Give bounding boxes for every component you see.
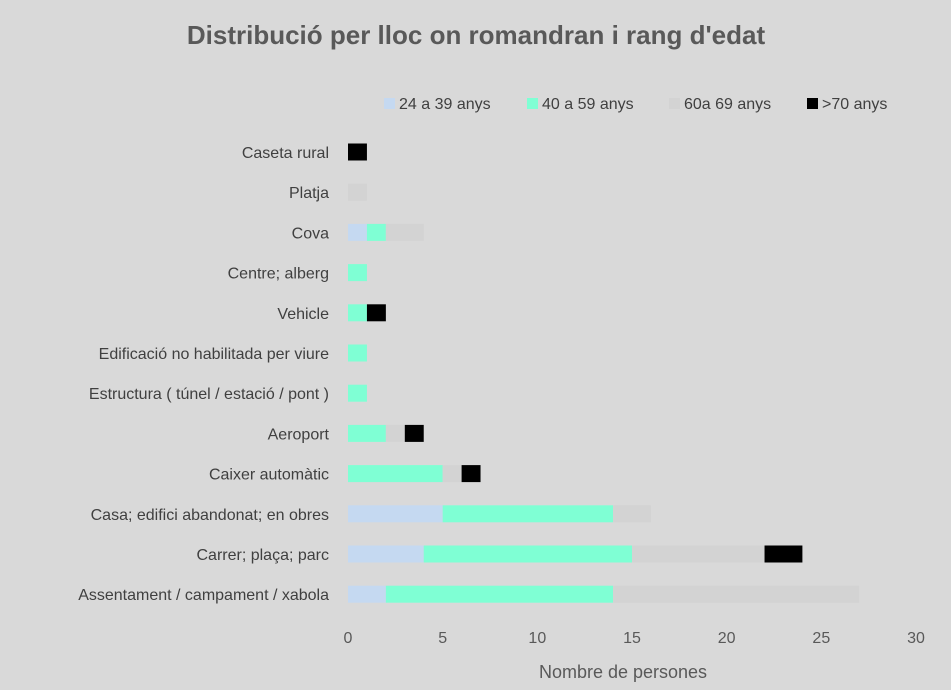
- category-label: Estructura ( túnel / estació / pont ): [89, 386, 329, 403]
- x-axis-ticks: 0 5 10 15 20 25 30: [344, 630, 925, 647]
- category-label: Casa; edifici abandonat; en obres: [91, 507, 329, 524]
- category-label: Cova: [292, 225, 329, 242]
- bar-segment: [348, 465, 443, 483]
- bar-segment: [385, 424, 405, 442]
- bar-segment: [385, 223, 424, 241]
- category-label: Aeroport: [268, 426, 330, 443]
- x-axis-title: Nombre de persones: [539, 662, 707, 682]
- category-label: Vehicle: [277, 306, 329, 323]
- bars: [348, 143, 860, 603]
- bar-segment: [348, 384, 367, 402]
- bar-segment: [613, 505, 651, 523]
- bar-segment: [348, 344, 367, 362]
- bar-segment: [442, 505, 614, 523]
- legend-label: >70 anys: [822, 96, 887, 113]
- bar-segment: [348, 424, 386, 442]
- x-tick-label: 25: [812, 630, 830, 647]
- x-tick-label: 5: [438, 630, 447, 647]
- legend-swatch: [527, 98, 538, 109]
- bar-segment: [613, 585, 860, 603]
- bar-segment: [632, 545, 765, 563]
- bar-segment: [348, 545, 424, 563]
- category-label: Caseta rural: [242, 145, 329, 162]
- x-tick-label: 30: [907, 630, 925, 647]
- category-label: Assentament / campament / xabola: [78, 587, 329, 604]
- category-label: Edificació no habilitada per viure: [99, 346, 329, 363]
- legend-label: 24 a 39 anys: [399, 96, 491, 113]
- category-labels: Caseta rural Platja Cova Centre; alberg Vehi…: [78, 145, 329, 604]
- legend-swatch: [669, 98, 680, 109]
- x-tick-label: 10: [528, 630, 546, 647]
- bar-segment: [764, 545, 803, 563]
- bar-segment: [366, 304, 386, 322]
- legend: 24 a 39 anys 40 a 59 anys 60a 69 anys >70 a…: [384, 96, 887, 113]
- x-tick-label: 15: [623, 630, 641, 647]
- category-label: Carrer; plaça; parc: [197, 547, 330, 564]
- bar-segment: [348, 183, 367, 201]
- legend-label: 60a 69 anys: [684, 96, 771, 113]
- category-label: Platja: [289, 185, 329, 202]
- bar-segment: [423, 545, 632, 563]
- legend-swatch: [384, 98, 395, 109]
- bar-segment: [404, 424, 424, 442]
- chart-title: Distribució per lloc on romandran i rang…: [187, 20, 766, 50]
- bar-segment: [348, 505, 443, 523]
- legend-swatch: [807, 98, 818, 109]
- legend-label: 40 a 59 anys: [542, 96, 634, 113]
- x-tick-label: 0: [344, 630, 353, 647]
- bar-segment: [385, 585, 614, 603]
- bar-segment: [348, 264, 367, 282]
- bar-segment: [348, 143, 367, 161]
- bar-segment: [348, 304, 367, 322]
- category-label: Centre; alberg: [228, 266, 329, 283]
- bar-segment: [348, 223, 367, 241]
- category-label: Caixer automàtic: [209, 467, 329, 484]
- bar-segment: [366, 223, 386, 241]
- bar-segment: [442, 465, 462, 483]
- x-tick-label: 20: [718, 630, 736, 647]
- bar-segment: [348, 585, 386, 603]
- bar-segment: [461, 465, 481, 483]
